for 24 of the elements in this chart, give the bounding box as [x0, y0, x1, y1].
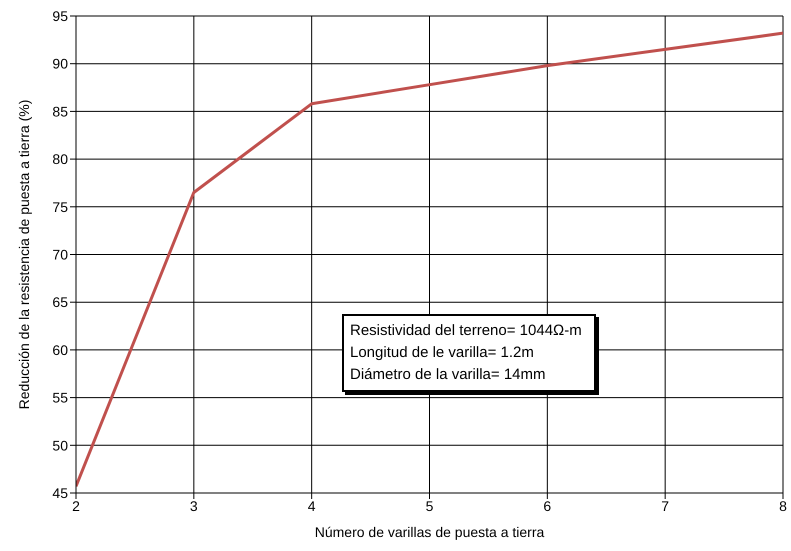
y-tick-label: 90 — [52, 56, 68, 72]
y-tick-label: 50 — [52, 437, 68, 454]
x-tick-label: 6 — [543, 498, 552, 514]
x-tick-label: 2 — [72, 498, 80, 514]
note-box: Resistividad del terreno= 1044Ω-m Longitud de le varilla= 1.2m Diámetro de la varilla= 14mm — [342, 314, 596, 392]
y-tick-label: 95 — [52, 8, 68, 24]
y-axis-title: Reducción de la resistencia de puesta a tierra (%) — [16, 100, 32, 410]
y-tick-label: 75 — [52, 198, 68, 215]
x-tick-label: 7 — [661, 498, 670, 514]
y-tick-label: 70 — [52, 246, 68, 262]
annotation: Resistividad del terreno= 1044Ω-m — [350, 321, 582, 341]
y-tick-label: 60 — [52, 342, 68, 358]
x-tick-label: 5 — [426, 498, 434, 514]
x-axis-title: Número de varillas de puesta a tierra — [314, 524, 544, 540]
x-tick-label: 3 — [190, 498, 198, 514]
y-tick-label: 85 — [52, 103, 68, 120]
x-tick-label: 4 — [308, 498, 316, 514]
annotation: Diámetro de la varilla= 14mm — [350, 365, 546, 385]
y-tick-label: 65 — [52, 294, 68, 310]
x-tick-label: 8 — [779, 498, 788, 514]
annotation: Longitud de le varilla= 1.2m — [350, 343, 535, 363]
y-tick-label: 45 — [52, 484, 68, 501]
y-tick-label: 55 — [52, 390, 68, 406]
y-tick-label: 80 — [52, 151, 68, 168]
